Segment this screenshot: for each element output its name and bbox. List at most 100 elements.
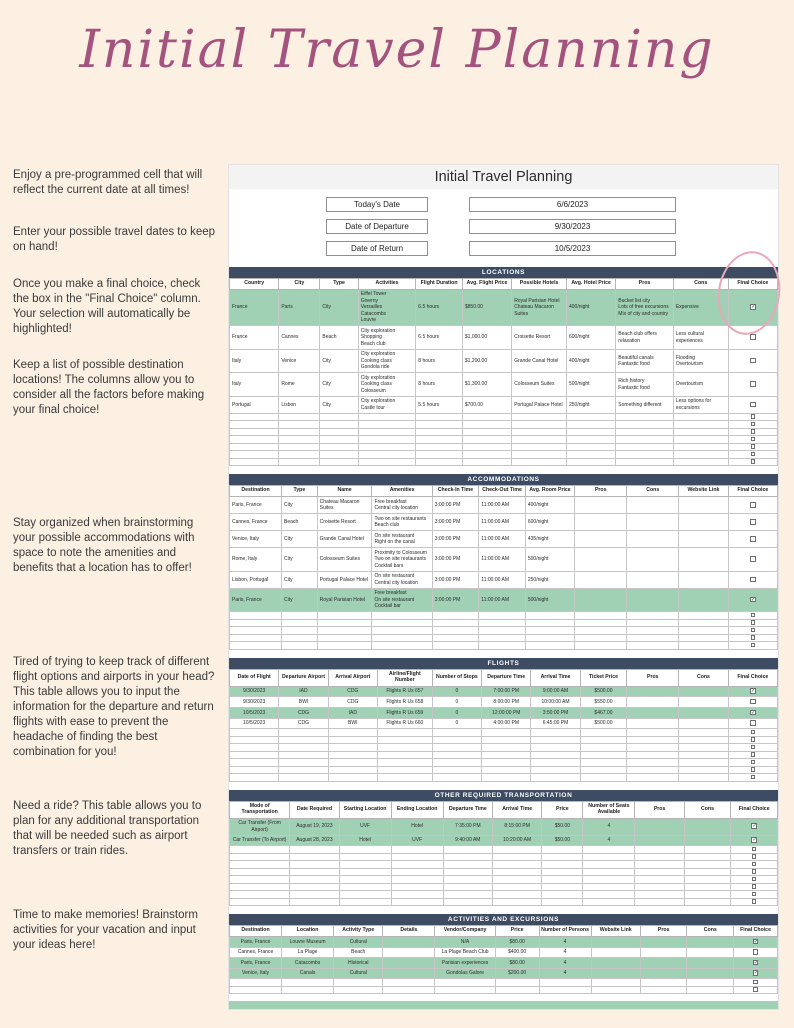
cell[interactable]: Venice, Italy (228, 530, 283, 549)
cell[interactable] (626, 707, 680, 719)
cell[interactable] (582, 897, 636, 907)
cell[interactable] (478, 618, 526, 628)
cell[interactable] (415, 428, 463, 437)
final-choice-cell[interactable] (727, 728, 779, 737)
cell[interactable]: Cannes, France (228, 513, 283, 532)
final-choice-cell[interactable] (733, 946, 778, 959)
final-choice-cell[interactable] (727, 570, 779, 589)
cell[interactable]: 10:20:00 AM (491, 834, 543, 847)
final-choice-checkbox[interactable] (750, 698, 756, 705)
cell[interactable] (442, 845, 493, 854)
cell[interactable]: Beach (333, 946, 384, 959)
cell[interactable] (678, 728, 729, 737)
final-choice-checkbox[interactable] (750, 502, 756, 508)
cell[interactable]: 600/night (524, 513, 576, 532)
cell[interactable] (511, 443, 567, 452)
cell[interactable] (590, 986, 641, 995)
final-choice-cell[interactable] (727, 513, 779, 532)
cell[interactable] (541, 867, 584, 877)
cell[interactable]: Louvre Museum (281, 936, 335, 948)
cell[interactable] (582, 845, 636, 854)
cell[interactable] (281, 611, 318, 620)
cell[interactable] (678, 735, 729, 745)
cell[interactable]: 10/5/2023 (228, 717, 280, 730)
cell[interactable]: 9:40:00 AM (442, 834, 493, 847)
cell[interactable]: IAD (278, 685, 329, 698)
final-choice-cell[interactable] (727, 743, 779, 752)
cell[interactable] (228, 875, 291, 884)
cell[interactable] (683, 882, 732, 892)
cell[interactable] (541, 845, 584, 854)
cell[interactable]: Paris, France (228, 936, 283, 948)
cell[interactable] (541, 897, 584, 907)
cell[interactable] (316, 626, 373, 635)
cell[interactable] (431, 618, 480, 628)
cell[interactable] (678, 773, 729, 782)
cell[interactable]: 9:00:00 AM (530, 685, 581, 698)
cell[interactable] (579, 758, 628, 767)
cell[interactable] (672, 458, 729, 467)
cell[interactable] (565, 420, 617, 429)
cell[interactable]: 6.5 hours (415, 325, 463, 350)
cell[interactable] (281, 626, 318, 635)
cell[interactable] (382, 986, 436, 995)
cell[interactable] (278, 413, 321, 422)
cell[interactable]: August 19, 2023 (289, 817, 340, 836)
cell[interactable]: 4 (538, 946, 592, 959)
cell[interactable] (491, 882, 543, 892)
cell[interactable] (327, 743, 378, 752)
final-choice-cell[interactable]: ✓ (727, 288, 779, 327)
cell[interactable] (228, 758, 280, 767)
cell[interactable] (376, 758, 433, 767)
final-choice-cell[interactable] (727, 530, 779, 549)
cell[interactable]: City (319, 372, 359, 397)
cell[interactable] (278, 428, 321, 437)
cell[interactable] (228, 890, 291, 899)
final-choice-checkbox[interactable]: ✓ (750, 688, 756, 695)
cell[interactable] (639, 936, 688, 948)
cell[interactable]: 11:00:00 AM (478, 570, 526, 589)
cell[interactable] (461, 458, 513, 467)
cell[interactable] (541, 882, 584, 892)
cell[interactable] (626, 633, 680, 643)
cell[interactable] (683, 860, 732, 869)
final-choice-checkbox[interactable]: ✓ (751, 823, 758, 830)
cell[interactable] (289, 897, 340, 907)
cell[interactable] (228, 633, 283, 643)
cell[interactable] (327, 728, 378, 737)
final-choice-checkbox[interactable] (752, 949, 759, 955)
cell[interactable] (327, 750, 378, 760)
cell[interactable] (319, 420, 359, 429)
cell[interactable] (228, 852, 291, 862)
cell[interactable] (278, 743, 329, 752)
final-choice-cell[interactable] (727, 443, 779, 452)
cell[interactable]: City exploration Castle tour (357, 395, 417, 414)
cell[interactable] (289, 890, 340, 899)
cell[interactable] (278, 450, 321, 459)
today-date-value[interactable]: 6/6/2023 (469, 197, 676, 212)
cell[interactable] (281, 633, 318, 643)
cell[interactable] (333, 986, 384, 995)
cell[interactable] (228, 897, 291, 907)
final-choice-cell[interactable] (727, 735, 779, 745)
cell[interactable]: 500/night (524, 547, 576, 572)
final-choice-checkbox[interactable] (750, 429, 756, 434)
cell[interactable]: 8:00:00 PM (481, 696, 532, 709)
cell[interactable] (672, 450, 729, 459)
cell[interactable] (634, 890, 685, 899)
cell[interactable] (686, 986, 735, 995)
cell[interactable] (639, 946, 688, 959)
cell[interactable] (678, 685, 729, 698)
final-choice-checkbox[interactable] (751, 869, 757, 874)
cell[interactable] (491, 867, 543, 877)
cell[interactable] (431, 750, 483, 760)
cell[interactable]: 3:00:00 PM (431, 530, 480, 549)
cell[interactable] (228, 435, 280, 444)
final-choice-checkbox[interactable] (750, 576, 756, 583)
cell[interactable] (431, 611, 480, 620)
cell[interactable]: $1,200.00 (461, 348, 513, 374)
cell[interactable] (494, 986, 540, 995)
cell[interactable] (316, 633, 373, 643)
cell[interactable] (615, 450, 674, 459)
final-choice-cell[interactable] (730, 882, 778, 892)
